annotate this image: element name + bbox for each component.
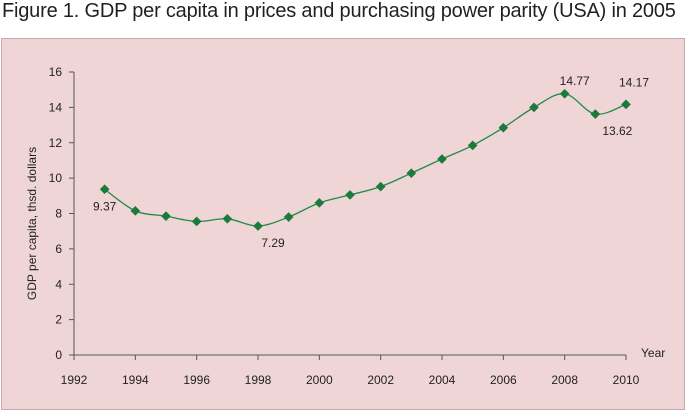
data-point-marker [375,181,386,192]
y-tick-label: 12 [49,136,63,150]
data-labels-layer: 9.37 7.29 14.77 13.62 14.17 [93,74,649,250]
y-tick-label: 2 [55,313,62,327]
x-tick-label: 1992 [61,373,88,387]
x-tick-label: 1994 [122,373,149,387]
data-point-marker [467,140,478,151]
x-tick-label: 2000 [306,373,333,387]
y-tick-label: 16 [49,65,63,79]
data-point-marker [529,102,539,113]
series-line [104,93,627,227]
data-label: 9.37 [93,199,117,213]
y-axis-label: GDP per capita, thsd. dollars [25,147,39,300]
data-point-marker [345,189,355,200]
x-tick-label: 2002 [367,373,394,387]
x-tick-label: 2006 [490,373,517,387]
data-point-marker [253,221,263,232]
y-tick-label: 0 [55,348,62,362]
x-tick-label: 2004 [429,373,456,387]
figure-title: Figure 1. GDP per capita in prices and p… [2,0,676,22]
data-point-marker [222,213,233,224]
y-tick-label: 10 [49,171,63,185]
y-tick-label: 8 [55,207,62,221]
x-tick-label: 1998 [245,373,272,387]
data-point-marker [559,88,570,99]
data-point-marker [590,109,601,120]
x-tick-label: 2008 [551,373,578,387]
series-layer [99,88,631,232]
data-label: 14.17 [619,75,649,89]
data-point-marker [314,197,325,208]
y-tick-label: 4 [55,277,62,291]
data-point-marker [130,205,141,216]
chart-area [1,38,685,410]
data-label: 14.77 [560,74,590,88]
x-axis-label: Year [641,346,665,360]
data-point-marker [406,168,417,179]
data-label: 13.62 [602,124,632,138]
data-point-marker [283,212,294,222]
x-tick-label: 2010 [613,373,640,387]
data-point-marker [621,99,631,110]
data-point-marker [498,122,509,133]
data-point-marker [161,211,171,222]
chart-axes: 0 2 4 6 8 10 12 14 16 1992 1994 1996 1998 2000 2002 200… [49,65,640,387]
data-point-marker [99,184,110,195]
data-point-marker [191,216,202,227]
data-label: 7.29 [261,236,285,250]
y-tick-label: 6 [55,242,62,256]
x-tick-label: 1996 [183,373,210,387]
data-point-marker [437,154,447,164]
y-tick-label: 14 [49,100,63,114]
